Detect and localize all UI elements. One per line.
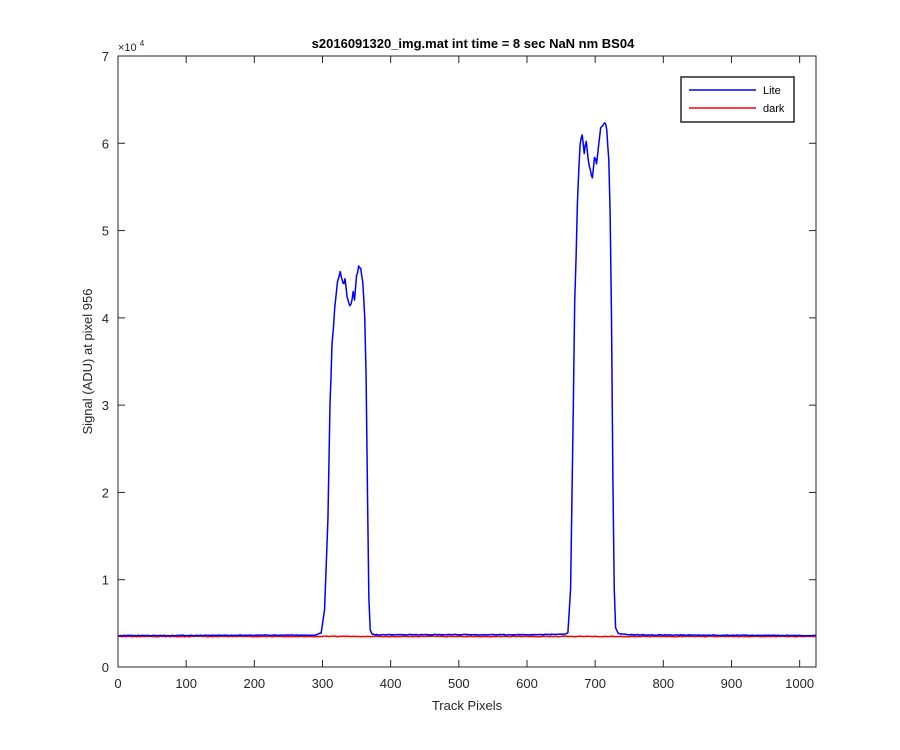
y-axis: 0 1 2 3 4 5 6 7 [102,49,816,675]
y-tick-label: 4 [102,311,109,326]
series-line-lite [117,122,817,637]
legend-box [680,76,795,123]
x-tick-label: 400 [380,676,402,691]
x-tick-label: 200 [243,676,265,691]
y-axis-exponent: ×10 4 [118,39,145,54]
y-tick-label: 5 [102,224,109,239]
x-axis-label: Track Pixels [432,698,503,713]
x-tick-label: 300 [312,676,334,691]
series-line-dark [117,635,817,638]
y-tick-label: 6 [102,136,109,151]
chart-title: s2016091320_img.mat int time = 8 sec NaN… [312,36,635,51]
y-tick-label: 1 [102,573,109,588]
x-tick-label: 500 [448,676,470,691]
x-tick-label: 0 [114,676,121,691]
y-exponent-power: 4 [140,39,145,48]
plot-area [118,56,816,667]
legend: Lite dark [680,76,795,123]
x-axis: 0 100 200 300 400 500 600 700 800 900 1000 [114,56,814,691]
x-tick-label: 600 [516,676,538,691]
legend-label-lite: Lite [763,85,781,97]
plot-frame [117,55,817,668]
x-tick-label: 900 [721,676,743,691]
legend-label-dark: dark [763,103,785,115]
y-exponent-base: ×10 [118,42,137,54]
x-tick-label: 1000 [785,676,814,691]
x-tick-label: 100 [175,676,197,691]
y-tick-label: 0 [102,660,109,675]
y-tick-label: 3 [102,398,109,413]
series-layer [117,122,817,638]
x-tick-label: 700 [584,676,606,691]
y-tick-label: 2 [102,485,109,500]
y-tick-label: 7 [102,49,109,64]
y-axis-label: Signal (ADU) at pixel 956 [80,289,95,435]
x-tick-label: 800 [652,676,674,691]
